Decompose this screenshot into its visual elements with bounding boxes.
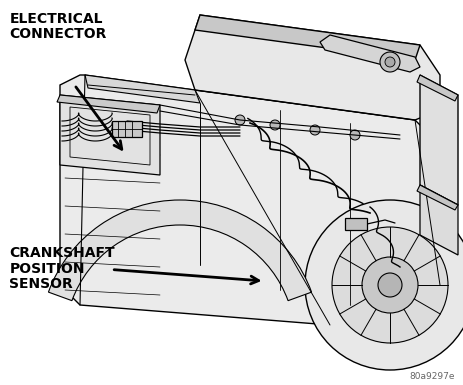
Circle shape	[309, 125, 319, 135]
Polygon shape	[194, 15, 419, 60]
Polygon shape	[419, 185, 457, 255]
Text: CRANKSHAFT
POSITION
SENSOR: CRANKSHAFT POSITION SENSOR	[9, 246, 115, 291]
Circle shape	[269, 120, 279, 130]
Circle shape	[379, 52, 399, 72]
Text: 80a9297e: 80a9297e	[408, 372, 454, 381]
Polygon shape	[319, 35, 419, 72]
Text: ELECTRICAL
CONNECTOR: ELECTRICAL CONNECTOR	[9, 12, 106, 41]
Polygon shape	[185, 15, 439, 120]
Bar	[112, 121, 142, 137]
Circle shape	[361, 257, 417, 313]
Bar	[344, 218, 366, 230]
Polygon shape	[85, 75, 200, 103]
Wedge shape	[48, 200, 311, 301]
Circle shape	[349, 130, 359, 140]
Polygon shape	[60, 95, 160, 175]
Polygon shape	[416, 75, 457, 101]
Polygon shape	[416, 185, 457, 210]
Circle shape	[332, 227, 447, 343]
Polygon shape	[57, 95, 160, 113]
Circle shape	[384, 57, 394, 67]
Polygon shape	[419, 75, 457, 205]
Circle shape	[377, 273, 401, 297]
Circle shape	[304, 200, 463, 370]
Circle shape	[234, 115, 244, 125]
Polygon shape	[60, 75, 439, 325]
